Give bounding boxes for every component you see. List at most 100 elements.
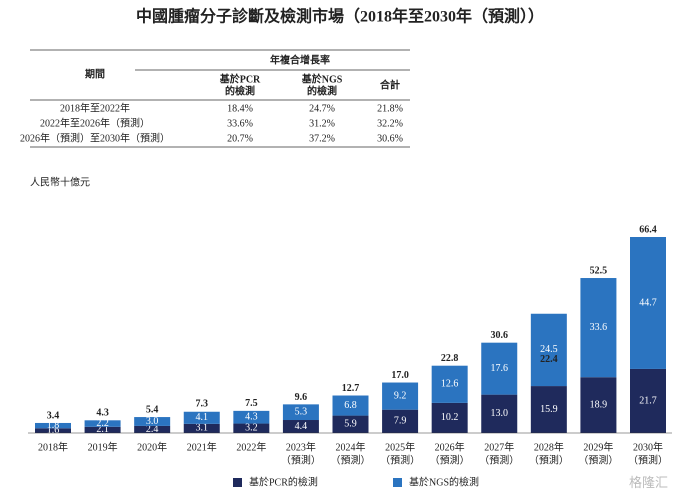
bar-segment bbox=[481, 394, 518, 433]
table-column-header: 期間 bbox=[85, 67, 105, 80]
total-label: 66.4 bbox=[639, 224, 657, 235]
x-tick-note: （預測） bbox=[430, 453, 470, 466]
table-cell: 33.6% bbox=[227, 118, 253, 129]
x-tick-label: 2029年 bbox=[583, 440, 613, 453]
bar-segment bbox=[332, 415, 369, 433]
segment-label: 12.6 bbox=[441, 379, 459, 390]
bar-segment bbox=[35, 428, 71, 433]
table-cell: 18.4% bbox=[227, 103, 253, 114]
table-cell: 30.6% bbox=[377, 133, 403, 144]
total-label: 7.5 bbox=[245, 398, 258, 409]
bar-segment bbox=[84, 426, 121, 433]
segment-label: 7.9 bbox=[394, 416, 407, 427]
segment-label: 10.2 bbox=[441, 412, 459, 423]
total-label: 4.3 bbox=[96, 408, 109, 419]
x-tick-note: （預測） bbox=[281, 453, 321, 466]
segment-label: 2.2 bbox=[96, 418, 109, 429]
segment-label: 9.2 bbox=[394, 390, 407, 401]
segment-label: 4.3 bbox=[245, 412, 258, 423]
segment-label: 1.6 bbox=[47, 425, 60, 436]
x-tick-note: （預測） bbox=[479, 453, 519, 466]
table-cell: 2018年至2022年 bbox=[60, 101, 130, 114]
legend-label: 基於PCR的檢測 bbox=[249, 475, 318, 488]
x-tick-label: 2025年 bbox=[385, 440, 415, 453]
x-tick-note: （預測） bbox=[331, 453, 371, 466]
segment-label: 4.4 bbox=[295, 421, 308, 432]
bar-segment bbox=[233, 423, 270, 433]
segment-label: 6.8 bbox=[344, 400, 357, 411]
x-tick-label: 2024年 bbox=[336, 440, 366, 453]
legend-label: 基於NGS的檢測 bbox=[409, 475, 479, 488]
bar-segment bbox=[481, 342, 518, 395]
total-label: 3.4 bbox=[47, 410, 60, 421]
bar-segment bbox=[134, 425, 171, 433]
bar-segment bbox=[282, 420, 319, 433]
bar-segment bbox=[530, 313, 567, 387]
bar-segment bbox=[630, 237, 666, 369]
table-column-header: 合計 bbox=[379, 78, 400, 91]
segment-label: 33.6 bbox=[590, 322, 608, 333]
bar-segment bbox=[382, 409, 419, 433]
total-label: 17.0 bbox=[391, 370, 409, 381]
segment-label: 21.7 bbox=[639, 395, 657, 406]
total-label: 30.6 bbox=[491, 330, 509, 341]
segment-label: 2.4 bbox=[146, 424, 159, 435]
table-cell: 2022年至2026年（預測） bbox=[40, 116, 150, 129]
segment-label: 13.0 bbox=[491, 408, 509, 419]
segment-label: 3.1 bbox=[196, 423, 209, 434]
table-cell: 2026年（預測）至2030年（預測） bbox=[20, 131, 170, 144]
x-tick-note: （預測） bbox=[380, 453, 420, 466]
table-column-header: 基於NGS bbox=[301, 72, 343, 85]
table-cell: 37.2% bbox=[309, 133, 335, 144]
watermark: 格隆汇 bbox=[629, 475, 668, 490]
bar-segment bbox=[580, 377, 617, 433]
table-cell: 31.2% bbox=[309, 118, 335, 129]
table-group-header: 年複合增長率 bbox=[270, 53, 330, 66]
bar-segment bbox=[580, 278, 617, 378]
segment-label: 5.3 bbox=[295, 406, 308, 417]
bar-segment bbox=[382, 382, 419, 410]
segment-label: 4.1 bbox=[196, 412, 209, 423]
x-tick-label: 2027年 bbox=[484, 440, 514, 453]
total-label: 52.5 bbox=[590, 265, 608, 276]
table-column-header: 的檢測 bbox=[225, 84, 255, 97]
bar-segment bbox=[282, 404, 319, 421]
bar-segment bbox=[332, 395, 369, 416]
bar-segment bbox=[431, 365, 468, 403]
segment-label: 24.5 bbox=[540, 344, 558, 355]
bar-segment bbox=[183, 411, 220, 424]
table-cell: 24.7% bbox=[309, 103, 335, 114]
bar-segment bbox=[84, 420, 121, 427]
table-cell: 21.8% bbox=[377, 103, 403, 114]
bar-segment bbox=[35, 422, 71, 429]
table-column-header: 的檢測 bbox=[307, 84, 337, 97]
segment-label: 5.9 bbox=[344, 419, 357, 430]
total-label: 9.6 bbox=[295, 392, 308, 403]
segment-label: 2.1 bbox=[96, 424, 109, 435]
x-tick-label: 2022年 bbox=[236, 440, 266, 453]
total-label: 5.4 bbox=[146, 404, 159, 415]
bar-segment bbox=[233, 410, 270, 424]
x-tick-label: 2028年 bbox=[534, 440, 564, 453]
table-cell: 20.7% bbox=[227, 133, 253, 144]
bar-segment bbox=[630, 368, 666, 433]
x-tick-label: 2018年 bbox=[38, 440, 68, 453]
total-label: 7.3 bbox=[196, 399, 209, 410]
segment-label: 1.8 bbox=[47, 420, 60, 431]
bar-segment bbox=[134, 417, 171, 426]
x-tick-label: 2030年 bbox=[633, 440, 663, 453]
title: 中國腫瘤分子診斷及檢測市場（2018年至2030年（預測）） bbox=[136, 7, 544, 26]
segment-label: 17.6 bbox=[491, 363, 509, 374]
x-tick-note: （預測） bbox=[529, 453, 569, 466]
x-tick-label: 2020年 bbox=[137, 440, 167, 453]
bar-segment bbox=[183, 423, 220, 433]
bar-segment bbox=[431, 402, 468, 433]
total-label: 22.8 bbox=[441, 353, 459, 364]
x-tick-label: 2023年 bbox=[286, 440, 316, 453]
segment-label: 44.7 bbox=[639, 297, 657, 308]
total-label: 22.4 bbox=[540, 354, 558, 365]
segment-label: 18.9 bbox=[590, 399, 608, 410]
bar-segment bbox=[530, 386, 567, 433]
x-tick-label: 2021年 bbox=[187, 440, 217, 453]
x-tick-note: （預測） bbox=[578, 453, 618, 466]
